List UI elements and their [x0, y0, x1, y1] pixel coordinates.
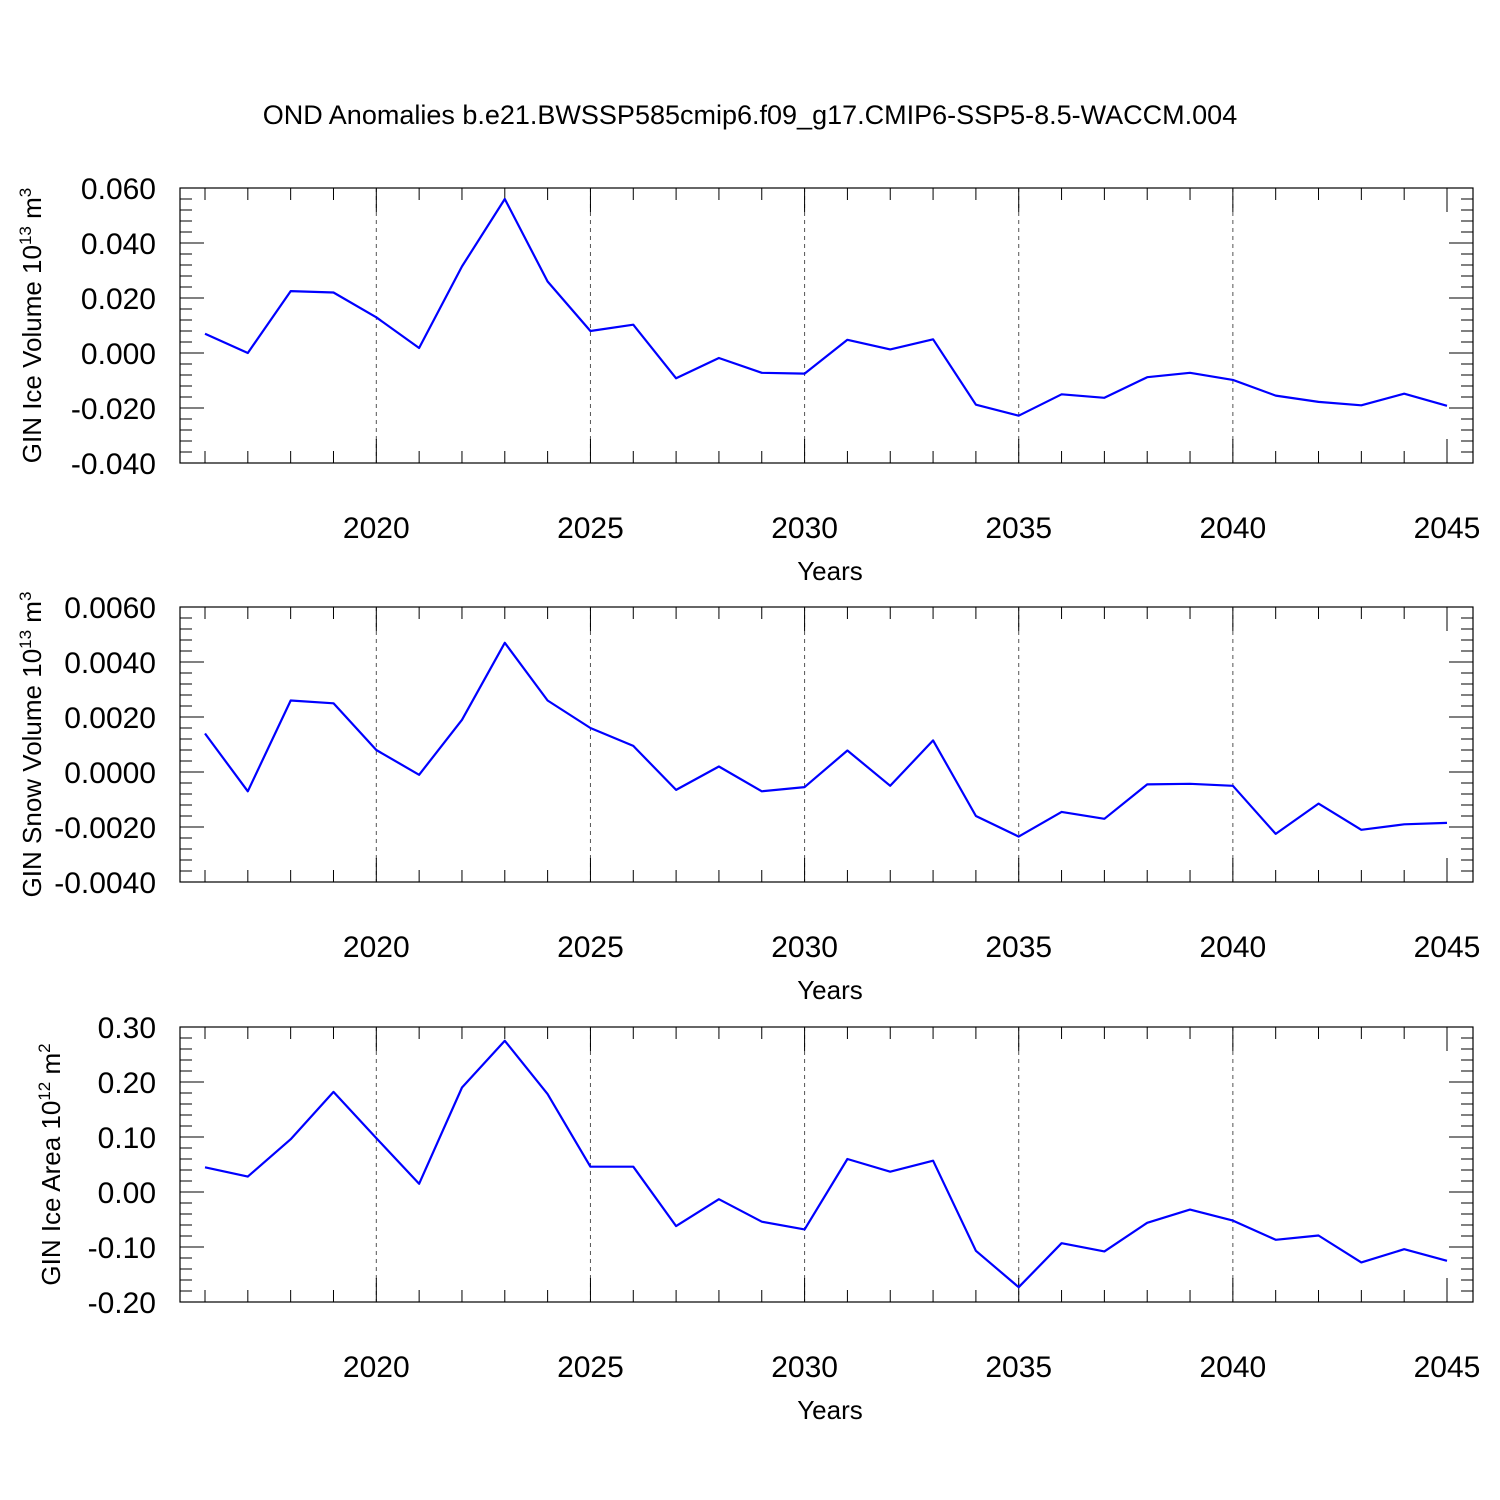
y-tick-label: 0.060 — [81, 173, 156, 206]
y-tick-label: -0.20 — [88, 1287, 156, 1320]
x-axis-label: Years — [797, 975, 863, 1005]
x-tick-label: 2045 — [1414, 931, 1481, 964]
y-axis-label-exponent: 13 — [16, 226, 35, 245]
x-tick-label: 2025 — [557, 931, 624, 964]
y-tick-label: 0.0020 — [64, 702, 156, 735]
y-axis-label-unit-exponent: 2 — [35, 1043, 54, 1052]
x-tick-label: 2045 — [1414, 512, 1481, 545]
x-tick-label: 2020 — [343, 512, 410, 545]
y-tick-label: 0.10 — [98, 1122, 156, 1155]
y-tick-label: 0.20 — [98, 1067, 156, 1100]
y-axis-label-exponent: 12 — [35, 1082, 54, 1101]
x-tick-label: 2035 — [985, 512, 1052, 545]
x-tick-label: 2030 — [771, 931, 838, 964]
y-axis-label-exponent: 13 — [16, 630, 35, 649]
x-tick-label: 2020 — [343, 931, 410, 964]
x-tick-label: 2030 — [771, 512, 838, 545]
x-tick-label: 2045 — [1414, 1351, 1481, 1384]
series-line — [204, 1039, 1448, 1289]
x-axis-label: Years — [797, 556, 863, 586]
x-tick-label: 2020 — [343, 1351, 410, 1384]
y-axis-label-unit: m — [17, 197, 47, 226]
series-line — [204, 197, 1448, 417]
y-tick-label: -0.040 — [71, 448, 156, 481]
y-tick-label: 0.30 — [98, 1012, 156, 1045]
chart-panel-1: 2020 2025 2030 2035 2040 2045 0.060 0.040 0.020 0… — [16, 173, 1480, 586]
y-tick-label: -0.0040 — [54, 867, 156, 900]
x-tick-label: 2040 — [1199, 931, 1266, 964]
y-tick-label: 0.020 — [81, 283, 156, 316]
plot-frame — [179, 606, 1474, 883]
plot-frame — [179, 1026, 1474, 1303]
x-tick-label: 2035 — [985, 931, 1052, 964]
x-tick-label: 2035 — [985, 1351, 1052, 1384]
y-axis-label-unit-exponent: 3 — [16, 592, 35, 601]
x-tick-label: 2040 — [1199, 1351, 1266, 1384]
y-axis-label-text: GIN Snow Volume 10 — [17, 649, 47, 898]
chart-panel-3: 2020 2025 2030 2035 2040 2045 0.30 0.20 0.10 0.00… — [35, 1012, 1480, 1425]
y-axis-label: GIN Snow Volume 1013 m3 — [16, 592, 47, 898]
y-tick-label: 0.0060 — [64, 592, 156, 625]
y-axis-label: GIN Ice Volume 1013 m3 — [16, 188, 47, 464]
y-axis-label-unit: m — [17, 601, 47, 630]
y-tick-label: -0.0020 — [54, 812, 156, 845]
y-axis-label-unit-exponent: 3 — [16, 188, 35, 197]
x-tick-label: 2025 — [557, 512, 624, 545]
series-line — [204, 641, 1448, 838]
y-tick-label: 0.040 — [81, 228, 156, 261]
y-axis-label-text: GIN Ice Area 10 — [36, 1101, 66, 1286]
x-tick-label: 2025 — [557, 1351, 624, 1384]
x-axis-label: Years — [797, 1395, 863, 1425]
y-axis-label: GIN Ice Area 1012 m2 — [35, 1043, 66, 1285]
y-tick-label: 0.00 — [98, 1177, 156, 1210]
y-axis-label-unit: m — [36, 1053, 66, 1082]
y-tick-label: 0.0000 — [64, 757, 156, 790]
y-axis-label-text: GIN Ice Volume 10 — [17, 245, 47, 463]
chart-panel-2: 2020 2025 2030 2035 2040 2045 0.0060 0.0040 0.00… — [16, 592, 1480, 1005]
y-tick-label: -0.020 — [71, 393, 156, 426]
x-tick-label: 2040 — [1199, 512, 1266, 545]
figure-title: OND Anomalies b.e21.BWSSP585cmip6.f09_g1… — [263, 100, 1237, 130]
y-tick-label: 0.000 — [81, 338, 156, 371]
x-tick-label: 2030 — [771, 1351, 838, 1384]
y-tick-label: -0.10 — [88, 1232, 156, 1265]
plot-frame — [179, 187, 1474, 464]
y-tick-label: 0.0040 — [64, 647, 156, 680]
